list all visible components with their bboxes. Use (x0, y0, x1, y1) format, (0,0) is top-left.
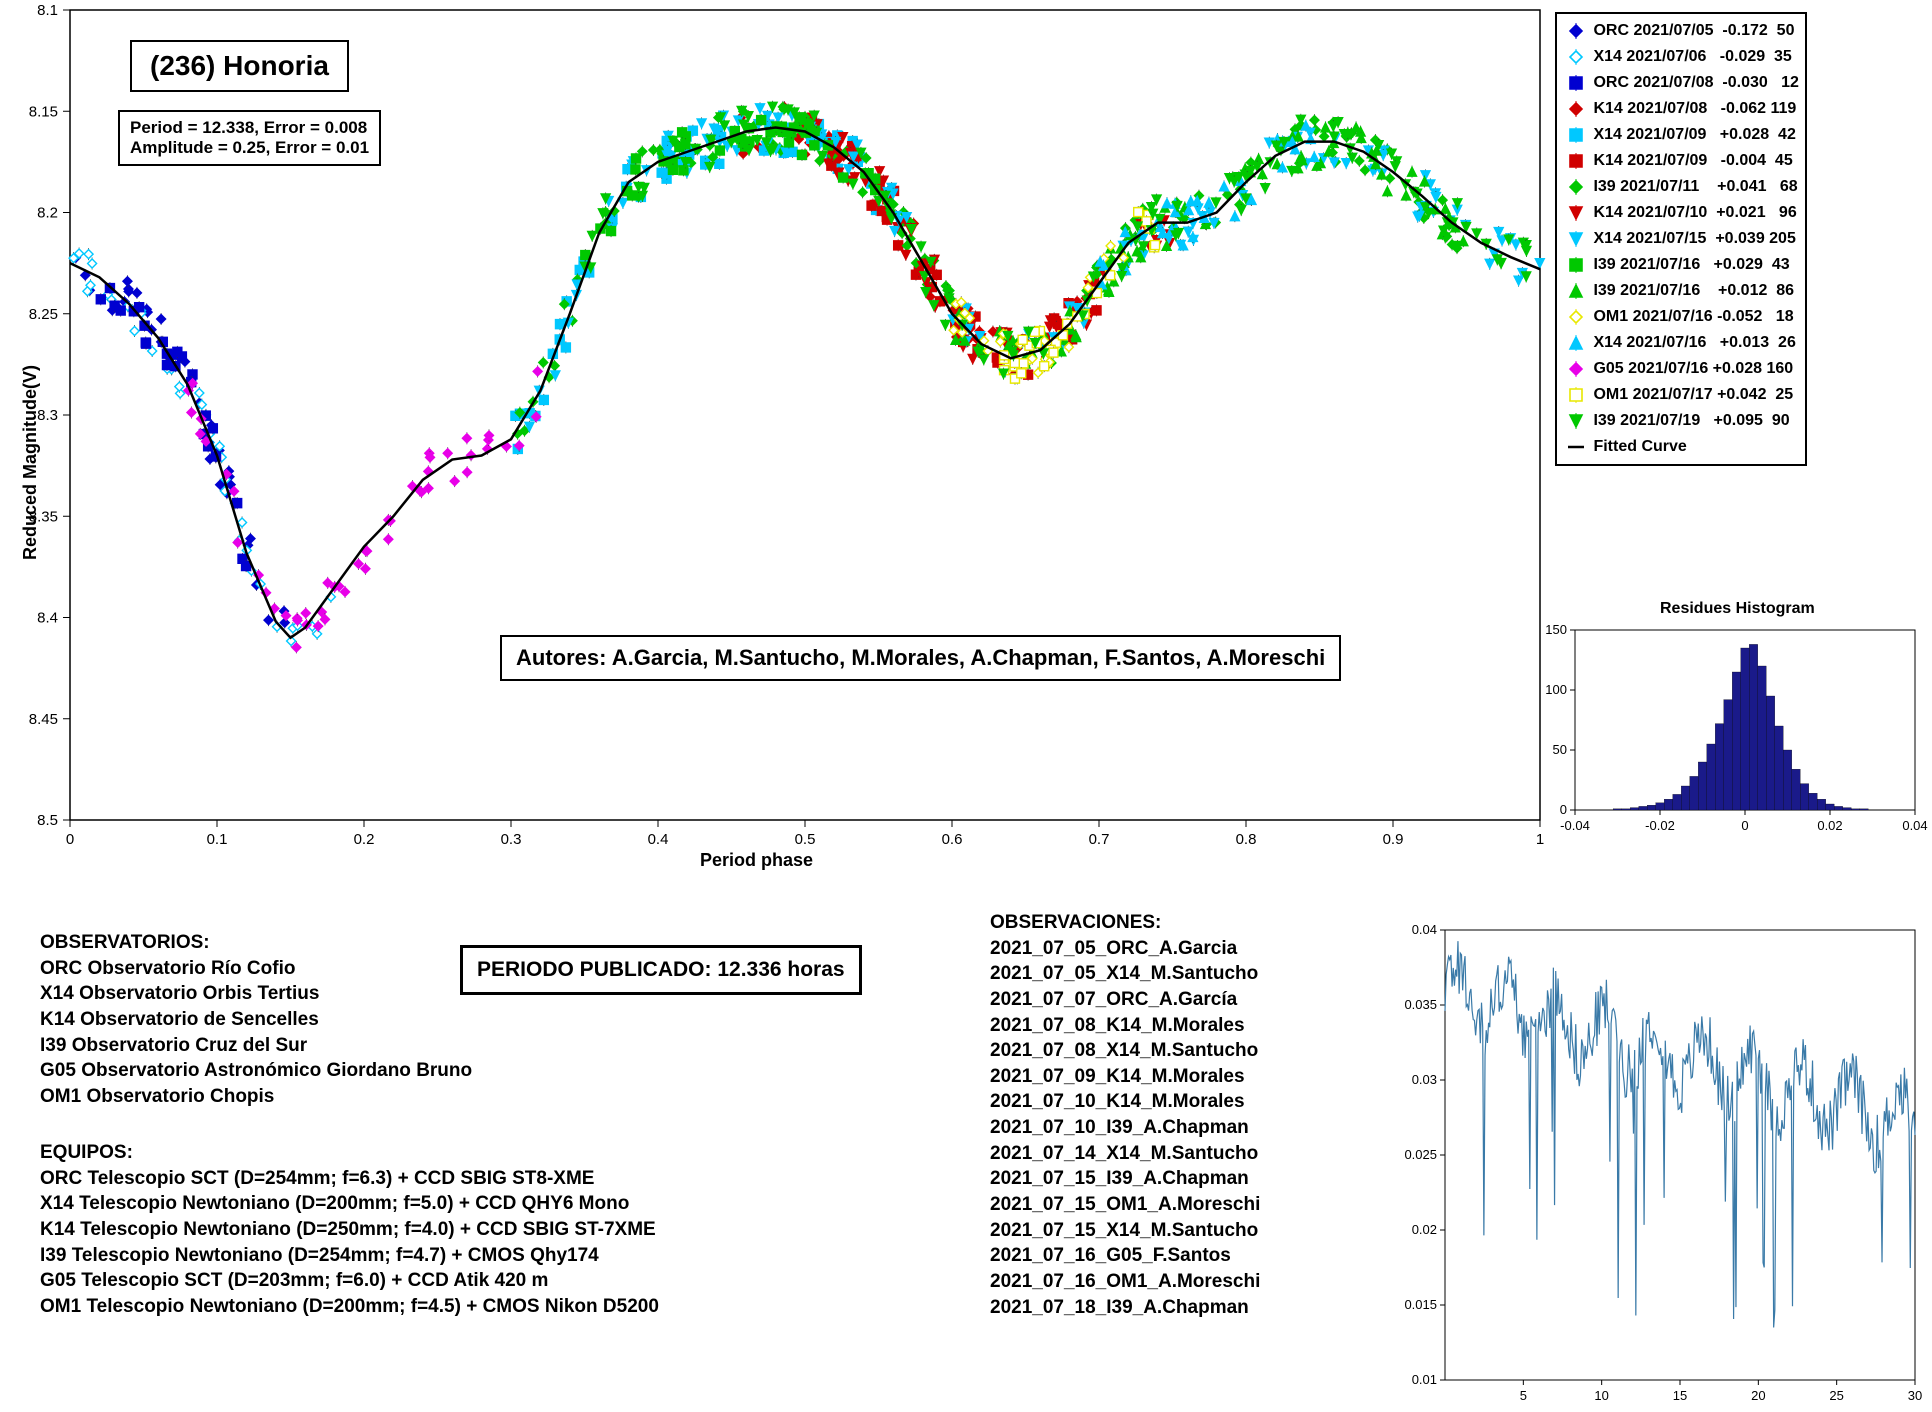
histogram-title: Residues Histogram (1660, 600, 1815, 618)
svg-text:-0.04: -0.04 (1560, 818, 1590, 833)
svg-text:8.1: 8.1 (37, 2, 58, 19)
svg-text:0.04: 0.04 (1412, 922, 1437, 937)
svg-text:0.015: 0.015 (1404, 1297, 1437, 1312)
svg-text:8.25: 8.25 (29, 306, 58, 323)
svg-text:150: 150 (1545, 622, 1567, 637)
legend-row: X14 2021/07/15 +0.039 205 (1563, 226, 1799, 252)
y-axis-label: Reduced Magnitude(V) (20, 365, 41, 560)
legend-row: OM1 2021/07/17 +0.042 25 (1563, 382, 1799, 408)
svg-text:0: 0 (1560, 802, 1567, 817)
legend-row: X14 2021/07/06 -0.029 35 (1563, 44, 1799, 70)
svg-text:0: 0 (66, 831, 74, 848)
legend-label: ORC 2021/07/08 -0.030 12 (1589, 74, 1799, 92)
legend-row: I39 2021/07/19 +0.095 90 (1563, 408, 1799, 434)
svg-text:-0.02: -0.02 (1645, 818, 1675, 833)
legend-label: OM1 2021/07/17 +0.042 25 (1589, 386, 1793, 404)
svg-text:5: 5 (1520, 1388, 1527, 1403)
legend-label: I39 2021/07/16 +0.012 86 (1589, 282, 1794, 300)
legend: ORC 2021/07/05 -0.172 50 X14 2021/07/06 … (1555, 12, 1807, 466)
legend-label: I39 2021/07/11 +0.041 68 (1589, 178, 1798, 196)
svg-text:0.6: 0.6 (942, 831, 963, 848)
svg-text:8.5: 8.5 (37, 812, 58, 829)
amplitude-line: Amplitude = 0.25, Error = 0.01 (130, 138, 369, 158)
svg-text:25: 25 (1829, 1388, 1843, 1403)
legend-row: K14 2021/07/09 -0.004 45 (1563, 148, 1799, 174)
svg-text:0.04: 0.04 (1902, 818, 1927, 833)
legend-label: G05 2021/07/16 +0.028 160 (1589, 360, 1793, 378)
period-scan-chart: 5 10 15 20 25 30 0.01 0.015 0.02 0.025 0.03 0.035 0.… (1390, 920, 1930, 1410)
legend-row: ORC 2021/07/08 -0.030 12 (1563, 70, 1799, 96)
equipos-list: ORC Telescopio SCT (D=254mm; f=6.3) + CC… (40, 1166, 659, 1320)
svg-text:0.2: 0.2 (354, 831, 375, 848)
periodo-publicado: PERIODO PUBLICADO: 12.336 horas (460, 945, 862, 995)
equipos-title: EQUIPOS: (40, 1140, 659, 1166)
legend-row: I39 2021/07/16 +0.029 43 (1563, 252, 1799, 278)
legend-row: K14 2021/07/10 +0.021 96 (1563, 200, 1799, 226)
legend-label: K14 2021/07/09 -0.004 45 (1589, 152, 1793, 170)
period-info: Period = 12.338, Error = 0.008 Amplitude… (118, 110, 381, 166)
svg-text:50: 50 (1553, 742, 1567, 757)
svg-text:0.9: 0.9 (1383, 831, 1404, 848)
legend-row: I39 2021/07/11 +0.041 68 (1563, 174, 1799, 200)
svg-text:0.4: 0.4 (648, 831, 669, 848)
svg-text:10: 10 (1594, 1388, 1608, 1403)
svg-text:30: 30 (1908, 1388, 1922, 1403)
legend-row: OM1 2021/07/16 -0.052 18 (1563, 304, 1799, 330)
observaciones-block: OBSERVACIONES: 2021_07_05_ORC_A.Garcia20… (990, 910, 1260, 1320)
legend-row: K14 2021/07/08 -0.062 119 (1563, 96, 1799, 122)
svg-text:0.3: 0.3 (501, 831, 522, 848)
legend-label: Fitted Curve (1589, 438, 1687, 456)
legend-row: X14 2021/07/16 +0.013 26 (1563, 330, 1799, 356)
svg-text:15: 15 (1673, 1388, 1687, 1403)
legend-row: I39 2021/07/16 +0.012 86 (1563, 278, 1799, 304)
svg-text:8.2: 8.2 (37, 205, 58, 222)
svg-text:0.035: 0.035 (1404, 997, 1437, 1012)
svg-text:8.15: 8.15 (29, 103, 58, 120)
legend-row: G05 2021/07/16 +0.028 160 (1563, 356, 1799, 382)
svg-text:0.02: 0.02 (1412, 1222, 1437, 1237)
svg-text:0.01: 0.01 (1412, 1372, 1437, 1387)
legend-label: I39 2021/07/16 +0.029 43 (1589, 256, 1790, 274)
legend-label: X14 2021/07/15 +0.039 205 (1589, 230, 1796, 248)
legend-label: ORC 2021/07/05 -0.172 50 (1589, 22, 1794, 40)
legend-label: X14 2021/07/06 -0.029 35 (1589, 48, 1792, 66)
authors-box: Autores: A.Garcia, M.Santucho, M.Morales… (500, 635, 1341, 681)
legend-label: X14 2021/07/16 +0.013 26 (1589, 334, 1796, 352)
legend-label: OM1 2021/07/16 -0.052 18 (1589, 308, 1794, 326)
svg-text:0: 0 (1741, 818, 1748, 833)
legend-row: X14 2021/07/09 +0.028 42 (1563, 122, 1799, 148)
residues-histogram: -0.04 -0.02 0 0.02 0.04 0 50 100 150 (1535, 620, 1932, 840)
svg-text:0.5: 0.5 (795, 831, 816, 848)
legend-label: K14 2021/07/08 -0.062 119 (1589, 100, 1796, 118)
legend-row: Fitted Curve (1563, 434, 1799, 460)
legend-label: X14 2021/07/09 +0.028 42 (1589, 126, 1796, 144)
svg-text:0.02: 0.02 (1817, 818, 1842, 833)
period-line: Period = 12.338, Error = 0.008 (130, 118, 369, 138)
svg-text:0.03: 0.03 (1412, 1072, 1437, 1087)
observatorios-block: OBSERVATORIOS: ORC Observatorio Río Cofi… (40, 930, 472, 1109)
legend-label: I39 2021/07/19 +0.095 90 (1589, 412, 1790, 430)
asteroid-title: (236) Honoria (130, 40, 349, 92)
svg-text:0.7: 0.7 (1089, 831, 1110, 848)
equipos-block: EQUIPOS: ORC Telescopio SCT (D=254mm; f=… (40, 1140, 659, 1319)
legend-label: K14 2021/07/10 +0.021 96 (1589, 204, 1797, 222)
legend-row: ORC 2021/07/05 -0.172 50 (1563, 18, 1799, 44)
svg-text:0.8: 0.8 (1236, 831, 1257, 848)
svg-text:0.1: 0.1 (207, 831, 228, 848)
observaciones-title: OBSERVACIONES: (990, 910, 1260, 936)
svg-text:100: 100 (1545, 682, 1567, 697)
svg-text:8.45: 8.45 (29, 711, 58, 728)
observaciones-list: 2021_07_05_ORC_A.Garcia2021_07_05_X14_M.… (990, 936, 1260, 1321)
svg-text:0.025: 0.025 (1404, 1147, 1437, 1162)
svg-text:8.4: 8.4 (37, 610, 58, 627)
observatorios-title: OBSERVATORIOS: (40, 930, 472, 956)
x-axis-label: Period phase (700, 850, 813, 871)
observatorios-list: ORC Observatorio Río CofioX14 Observator… (40, 956, 472, 1110)
svg-text:20: 20 (1751, 1388, 1765, 1403)
